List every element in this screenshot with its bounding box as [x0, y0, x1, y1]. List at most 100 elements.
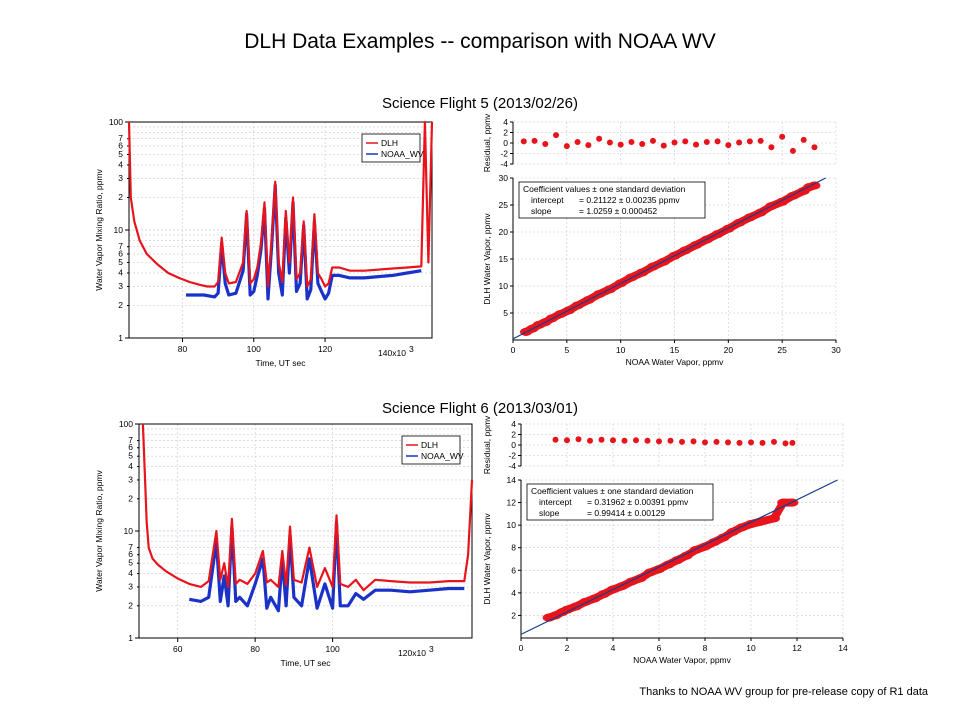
scatter-x-tick-label: 8 [703, 643, 708, 653]
scatter-point-band [544, 498, 797, 622]
slope-value: = 1.0259 ± 0.000452 [579, 206, 657, 216]
residual-y-tick-label: 2 [503, 128, 508, 138]
residual-point [542, 141, 549, 148]
residual-point [779, 133, 786, 140]
scatter-x-tick-label: 14 [838, 643, 848, 653]
coefficient-box [518, 181, 706, 219]
coefficient-box [526, 483, 714, 521]
residual-point [693, 141, 700, 148]
x-unit-exponent: 3 [409, 344, 414, 354]
residual-y-tick-label: -4 [508, 461, 516, 471]
residual-point [656, 438, 662, 445]
residual-y-axis-label: Residual, ppmv [482, 415, 492, 474]
residual-point [552, 436, 559, 443]
scatter-y-tick-label: 10 [507, 520, 517, 530]
scatter-x-tick-label: 4 [611, 643, 616, 653]
residual-point [660, 142, 667, 149]
x-axis-label: Time, UT sec [280, 658, 331, 668]
residual-y-tick-label: -2 [500, 149, 508, 159]
scatter-y-tick-label: 15 [499, 254, 509, 264]
residual-point [574, 138, 581, 145]
scatter-y-tick-label: 10 [499, 281, 509, 291]
residual-point [587, 437, 593, 444]
residual-point [621, 437, 628, 444]
y-minor-tick-label: 2 [128, 600, 133, 610]
scatter-x-tick-label: 0 [511, 345, 516, 355]
residual-point [789, 147, 796, 154]
scatter-x-tick-label: 10 [746, 643, 756, 653]
y-minor-tick-label: 7 [128, 542, 133, 552]
scatter-y-tick-label: 5 [503, 308, 508, 318]
y-tick-label: 100 [109, 117, 123, 127]
residual-point [800, 136, 807, 143]
residual-point [596, 135, 603, 142]
legend-label-dlh: DLH [381, 138, 398, 148]
x-tick-label: 80 [250, 644, 260, 654]
residual-point [671, 139, 678, 146]
flight-6-title: Science Flight 6 (2013/03/01) [382, 400, 578, 417]
residual-point [789, 439, 796, 446]
y-tick-label: 100 [119, 419, 133, 429]
scatter-x-tick-label: 0 [519, 643, 524, 653]
residual-point [610, 437, 616, 444]
y-minor-tick-label: 5 [118, 257, 123, 267]
residual-point [639, 141, 646, 148]
fit-line [520, 479, 838, 635]
dlh-series-line [141, 423, 474, 592]
residual-point [782, 440, 789, 447]
legend-box [401, 435, 461, 465]
residual-point [531, 137, 538, 144]
residual-point [736, 439, 743, 446]
legend-label-dlh: DLH [421, 440, 438, 450]
scatter-y-tick-label: 6 [511, 565, 516, 575]
x-tick-label: 80 [178, 344, 188, 354]
residual-point [575, 436, 582, 443]
residual-point [606, 139, 613, 146]
residual-point [644, 437, 651, 444]
residual-point [713, 438, 720, 445]
x-tick-label: 100 [247, 344, 261, 354]
x-unit-exponent: 3 [429, 644, 434, 654]
footer-credit: Thanks to NOAA WV group for pre-release … [639, 686, 928, 698]
residual-point [757, 137, 764, 144]
residual-point [633, 437, 639, 444]
y-minor-tick-label: 5 [118, 149, 123, 159]
residual-point [585, 142, 592, 149]
x-tick-label: 100 [326, 644, 340, 654]
residual-point [649, 137, 656, 144]
y-minor-tick-label: 7 [118, 133, 123, 143]
flight-5-title: Science Flight 5 (2013/02/26) [382, 95, 578, 112]
y-tick-label: 1 [128, 633, 133, 643]
y-minor-tick-label: 6 [118, 248, 123, 258]
scatter-x-tick-label: 6 [657, 643, 662, 653]
y-minor-tick-label: 2 [118, 192, 123, 202]
y-tick-label: 10 [114, 225, 124, 235]
y-minor-tick-label: 3 [128, 581, 133, 591]
residual-point [617, 141, 624, 148]
y-minor-tick-label: 4 [118, 267, 123, 277]
y-minor-tick-label: 5 [128, 451, 133, 461]
y-minor-tick-label: 6 [128, 442, 133, 452]
coefficient-header: Coefficient values ± one standard deviat… [531, 486, 694, 496]
residual-point [771, 438, 777, 445]
x-tick-label: 120 [318, 344, 332, 354]
residual-y-tick-label: -4 [500, 159, 508, 169]
fit-line [512, 177, 826, 340]
residual-point [628, 138, 635, 145]
residual-point [564, 437, 570, 444]
legend-label-noaa: NOAA_WV [421, 451, 464, 461]
residual-point [563, 143, 570, 150]
y-minor-tick-label: 3 [118, 281, 123, 291]
residual-y-tick-label: 4 [503, 117, 508, 127]
residual-point [768, 144, 775, 151]
scatter-y-tick-label: 4 [511, 588, 516, 598]
y-axis-label: Water Vapor Mixing Ratio, ppmv [94, 169, 104, 291]
coefficient-header: Coefficient values ± one standard deviat… [523, 184, 686, 194]
residual-point [703, 138, 710, 145]
y-minor-tick-label: 3 [128, 474, 133, 484]
scatter-y-tick-label: 8 [511, 543, 516, 553]
dlh-series-line [127, 120, 434, 288]
